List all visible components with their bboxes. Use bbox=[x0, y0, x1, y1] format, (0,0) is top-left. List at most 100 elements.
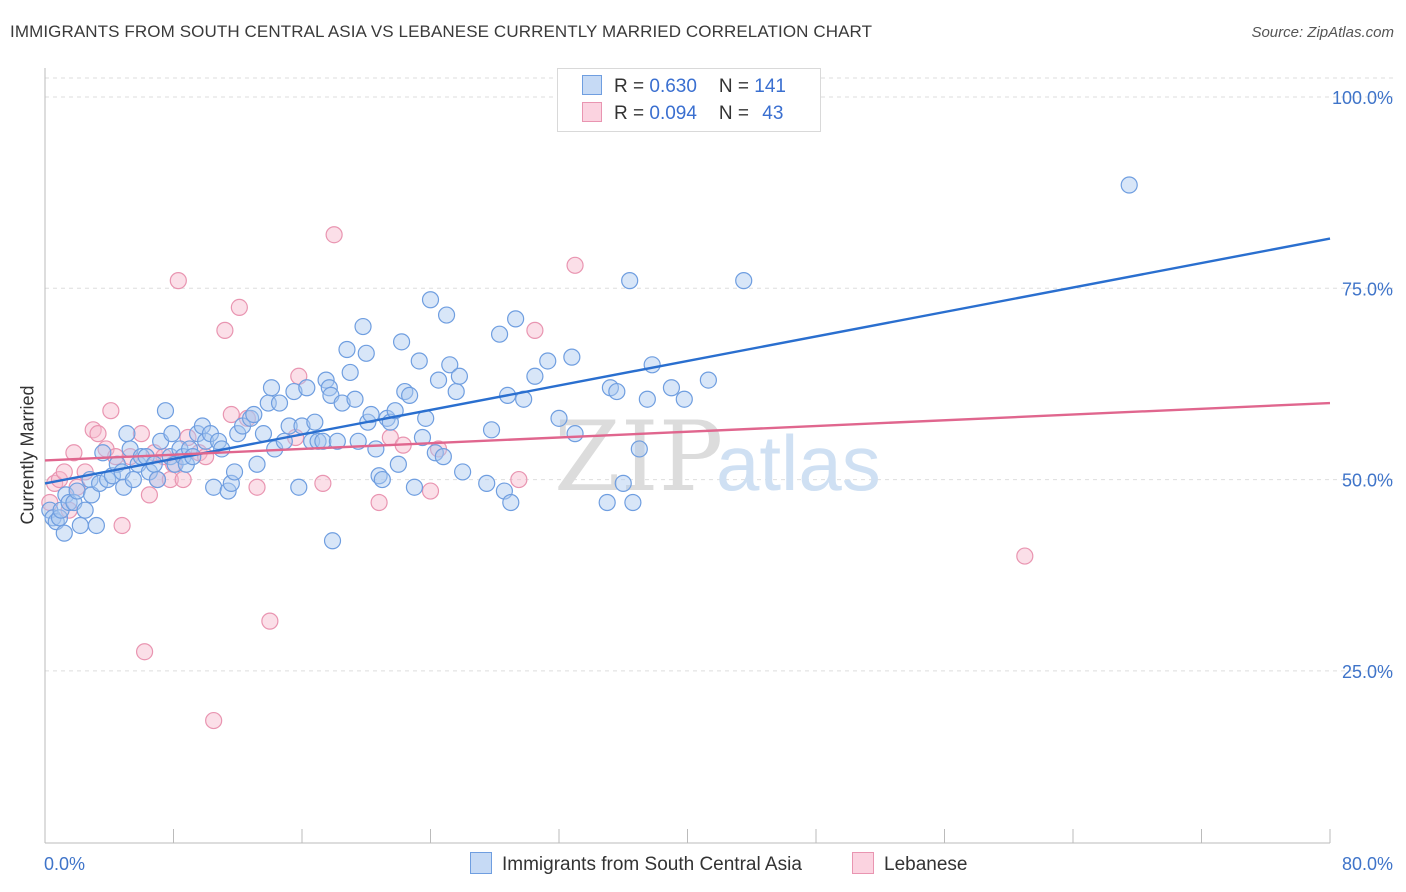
lebanese-point bbox=[222, 405, 240, 424]
immigrants-point bbox=[333, 394, 351, 412]
lebanese-point bbox=[526, 321, 544, 339]
x-tick-label-min: 0.0% bbox=[44, 854, 85, 874]
legend-r-label: R = bbox=[614, 103, 650, 124]
bottom-legend-lebanese: Lebanese bbox=[852, 852, 967, 876]
legend-swatch-blue bbox=[582, 75, 602, 95]
legend-r-value: 0.094 bbox=[649, 103, 697, 124]
lebanese-point bbox=[510, 470, 528, 489]
axes bbox=[44, 68, 1331, 844]
series-lebanese-points bbox=[41, 226, 1034, 730]
lebanese-point bbox=[89, 425, 107, 443]
legend-row-immigrants: R = 0.630 N = 141 bbox=[582, 75, 786, 97]
immigrants-point bbox=[526, 367, 544, 385]
immigrants-point bbox=[441, 356, 459, 374]
immigrants-point bbox=[338, 340, 356, 359]
legend-r-value: 0.630 bbox=[649, 76, 697, 97]
immigrants-point bbox=[328, 432, 346, 450]
immigrants-point bbox=[87, 516, 106, 535]
lebanese-point bbox=[1016, 547, 1034, 565]
lebanese-point bbox=[230, 298, 248, 317]
immigrants-point bbox=[614, 474, 632, 492]
immigrants-point bbox=[507, 310, 525, 328]
lebanese-point bbox=[314, 474, 332, 492]
x-tick-labels: 0.0% 80.0% bbox=[44, 854, 1393, 874]
lebanese-point bbox=[169, 272, 187, 290]
lebanese-point bbox=[140, 486, 159, 504]
immigrants-point bbox=[447, 382, 465, 401]
immigrants-point bbox=[346, 390, 364, 408]
legend-n-value: 141 bbox=[754, 76, 786, 97]
immigrants-point bbox=[225, 463, 244, 481]
immigrants-point bbox=[482, 421, 501, 439]
immigrants-point bbox=[354, 317, 372, 336]
immigrants-point bbox=[156, 402, 175, 420]
immigrants-point bbox=[539, 352, 557, 370]
y-tick-labels: 25.0% 50.0% 75.0% 100.0% bbox=[1332, 88, 1393, 682]
immigrants-point bbox=[367, 440, 385, 458]
y-tick-label: 75.0% bbox=[1342, 279, 1393, 299]
immigrants-point bbox=[118, 425, 136, 443]
immigrants-point bbox=[410, 352, 428, 370]
immigrants-point bbox=[563, 348, 581, 366]
immigrants-point bbox=[71, 516, 89, 535]
immigrants-point bbox=[699, 371, 717, 389]
legend-n-label: N = bbox=[718, 103, 755, 124]
immigrants-point bbox=[638, 390, 656, 408]
immigrants-point bbox=[598, 493, 616, 512]
legend-n-label: N = bbox=[718, 76, 755, 97]
legend-row-lebanese: R = 0.094 N = 43 bbox=[582, 102, 783, 124]
immigrants-point bbox=[566, 425, 584, 443]
immigrants-point bbox=[306, 413, 324, 431]
lebanese-point bbox=[205, 711, 223, 730]
immigrants-point bbox=[389, 455, 407, 473]
lebanese-point bbox=[113, 516, 131, 535]
bottom-legend-label: Lebanese bbox=[884, 854, 968, 875]
immigrants-point bbox=[608, 382, 626, 401]
immigrants-point bbox=[675, 390, 693, 408]
lebanese-point bbox=[370, 493, 388, 512]
immigrants-point bbox=[248, 455, 266, 473]
immigrants-point bbox=[426, 444, 444, 462]
trend-line-immigrants bbox=[44, 237, 1331, 485]
trend-line-lebanese bbox=[44, 401, 1331, 462]
immigrants-point bbox=[550, 409, 568, 427]
y-axis-label: Currently Married bbox=[17, 385, 38, 525]
immigrants-point bbox=[314, 432, 332, 450]
immigrants-point bbox=[373, 470, 391, 489]
immigrants-point bbox=[421, 291, 440, 309]
immigrants-point bbox=[163, 425, 181, 443]
chart-title: IMMIGRANTS FROM SOUTH CENTRAL ASIA VS LE… bbox=[10, 22, 873, 41]
bottom-legend-label: Immigrants from South Central Asia bbox=[502, 854, 802, 875]
immigrants-point bbox=[323, 532, 342, 550]
legend-swatch-pink bbox=[582, 102, 602, 122]
immigrants-point bbox=[392, 333, 411, 351]
immigrants-point bbox=[285, 382, 303, 401]
immigrants-point bbox=[245, 405, 263, 424]
immigrants-point bbox=[357, 344, 375, 362]
immigrants-point bbox=[413, 428, 432, 447]
watermark-atlas: atlas bbox=[716, 419, 881, 507]
lebanese-point bbox=[325, 226, 343, 244]
immigrants-point bbox=[643, 356, 661, 374]
immigrants-point bbox=[262, 379, 281, 397]
gridlines bbox=[45, 77, 1393, 672]
immigrants-point bbox=[621, 272, 639, 290]
immigrants-point bbox=[735, 272, 753, 290]
immigrants-point bbox=[405, 478, 424, 496]
lebanese-point bbox=[248, 478, 266, 496]
y-tick-label: 25.0% bbox=[1342, 662, 1393, 682]
lebanese-point bbox=[216, 321, 234, 339]
bottom-legend-swatch-pink bbox=[852, 852, 874, 874]
immigrants-point bbox=[68, 482, 86, 500]
source-credit: Source: ZipAtlas.com bbox=[1251, 24, 1394, 41]
immigrants-point bbox=[1120, 176, 1138, 194]
immigrants-point bbox=[280, 417, 298, 435]
immigrants-point bbox=[454, 463, 472, 481]
trend-lines bbox=[44, 237, 1331, 485]
immigrants-point bbox=[401, 386, 419, 404]
lebanese-point bbox=[65, 444, 83, 462]
immigrants-point bbox=[205, 478, 223, 496]
bottom-legend-swatch-blue bbox=[470, 852, 492, 874]
immigrants-point bbox=[630, 440, 648, 458]
y-tick-label: 50.0% bbox=[1342, 471, 1393, 491]
